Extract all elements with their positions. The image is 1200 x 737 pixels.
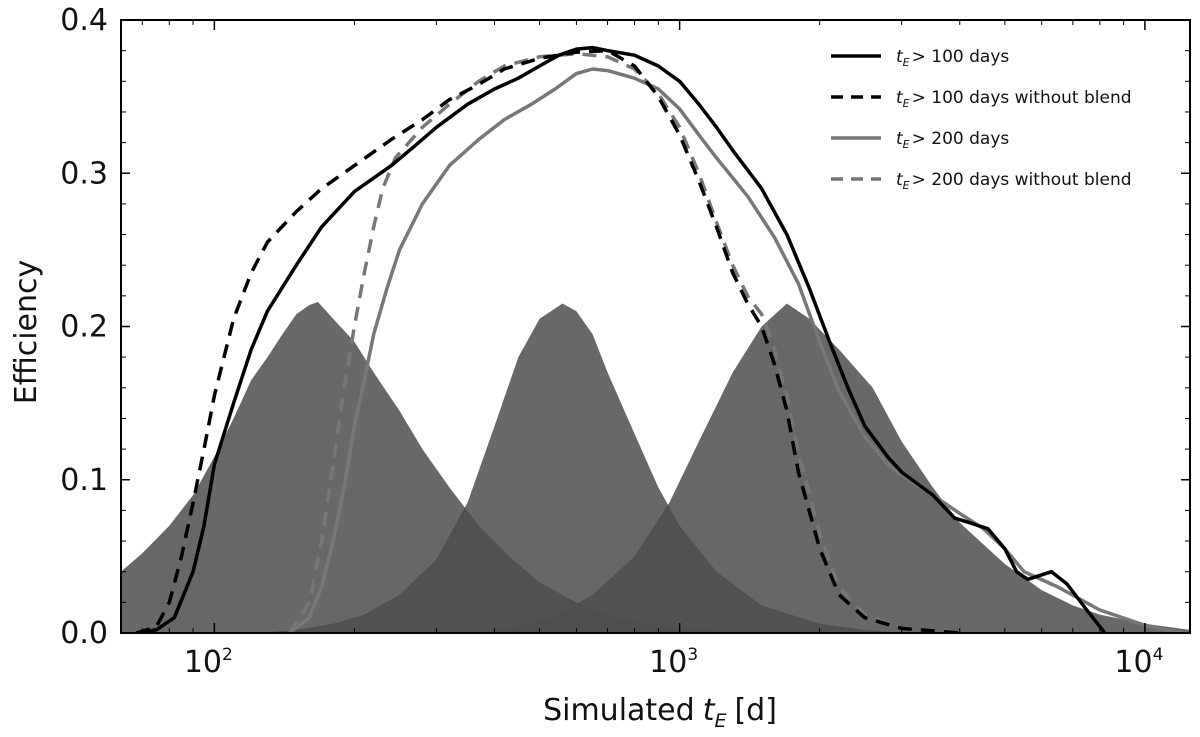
legend-label-subscript: E [903,138,910,151]
legend-label-4: tE > 200 days without blend [896,170,1132,192]
y-axis-label: Efficiency [9,260,44,405]
y-tick-label: 0.2 [60,310,108,345]
legend-label-subscript: E [903,97,910,110]
x-tick-label: 104 [1114,645,1163,680]
series-line-2 [135,48,960,633]
legend-label-text: > 200 days [912,129,1010,149]
legend-label-subscript: E [903,179,910,192]
y-tick-label: 0.1 [60,463,108,498]
legend-label-symbol: t [896,88,904,108]
y-tick-label: 0.0 [60,616,108,651]
distribution-area-3 [484,303,1190,633]
legend-label-symbol: t [896,129,904,149]
y-tick-label: 0.3 [60,156,108,191]
x-tick-label: 103 [649,645,698,680]
x-tick-label-base: 10 [649,645,687,680]
x-tick-label-exponent: 2 [222,645,233,665]
x-axis-label-text: Simulated [543,693,695,728]
distribution-area-2 [259,303,902,633]
x-axis-label-symbol: t [703,693,716,728]
series-line-4 [287,51,960,633]
legend-label-symbol: t [896,170,904,190]
x-axis-label: Simulated tE [d] [543,693,777,732]
series-line-3 [288,67,1183,633]
x-tick-label-base: 10 [184,645,222,680]
legend-label-subscript: E [903,56,910,69]
x-tick-label-base: 10 [1114,645,1152,680]
distribution-area-1 [121,302,775,633]
series-line-1 [136,45,1107,633]
series-layer [135,45,1183,633]
x-tick-label-exponent: 3 [687,645,698,665]
legend-label-symbol: t [896,47,904,67]
x-axis-label-unit: [d] [734,693,776,728]
legend-label-text: > 200 days without blend [912,170,1132,190]
distribution-layer [121,302,1190,633]
plot-frame [120,19,1191,634]
y-tick-label: 0.4 [60,3,108,38]
x-tick-label-exponent: 4 [1153,645,1164,665]
legend-label-text: > 100 days [912,47,1010,67]
x-axis-label-subscript: E [714,710,726,732]
legend-label-1: tE > 100 days [896,47,1009,69]
x-tick-label: 102 [184,645,233,680]
legend-label-3: tE > 200 days [896,129,1009,151]
legend-label-text: > 100 days without blend [912,88,1132,108]
legend-label-2: tE > 100 days without blend [896,88,1132,110]
